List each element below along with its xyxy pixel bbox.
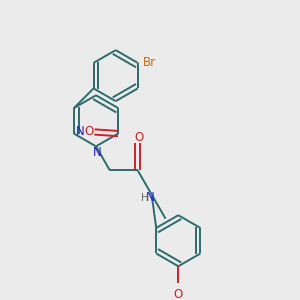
Text: Br: Br: [143, 56, 156, 69]
Text: H: H: [141, 193, 148, 203]
Text: N: N: [146, 191, 154, 204]
Text: N: N: [75, 125, 84, 139]
Text: O: O: [84, 125, 93, 139]
Text: O: O: [134, 131, 144, 144]
Text: O: O: [174, 288, 183, 300]
Text: N: N: [93, 146, 101, 159]
